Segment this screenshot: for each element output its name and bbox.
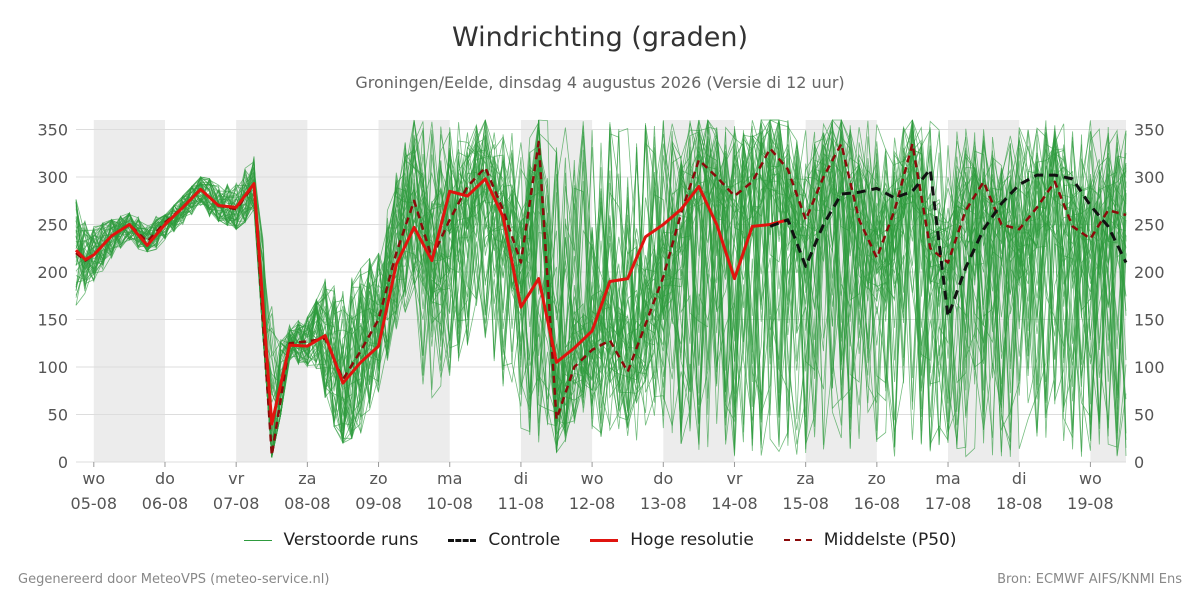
ensemble-member-48 bbox=[75, 121, 1127, 453]
x-tick-day-4: zo bbox=[369, 469, 387, 488]
median-line bbox=[75, 140, 1127, 457]
y-tick-right-300: 300 bbox=[1134, 168, 1165, 187]
x-tick-day-10: za bbox=[797, 469, 815, 488]
chart-title: Windrichting (graden) bbox=[451, 22, 749, 53]
x-tick-date-1: 06-08 bbox=[142, 494, 189, 513]
y-tick-right-200: 200 bbox=[1134, 263, 1165, 282]
x-tick-date-9: 14-08 bbox=[711, 494, 758, 513]
y-tick-left-100: 100 bbox=[37, 358, 68, 377]
ensemble-member-49 bbox=[75, 126, 1127, 450]
y-tick-left-300: 300 bbox=[37, 168, 68, 187]
x-tick-day-14: wo bbox=[1079, 469, 1102, 488]
legend-highres-swatch bbox=[590, 538, 619, 542]
y-tick-left-200: 200 bbox=[37, 263, 68, 282]
legend-median-swatch bbox=[783, 539, 812, 541]
x-tick-day-3: za bbox=[298, 469, 316, 488]
ensemble-member-32 bbox=[75, 119, 1127, 452]
y-tick-right-0: 0 bbox=[1134, 453, 1144, 472]
x-tick-date-5: 10-08 bbox=[426, 494, 473, 513]
y-tick-left-0: 0 bbox=[58, 453, 68, 472]
x-tick-date-6: 11-08 bbox=[498, 494, 545, 513]
x-tick-day-1: do bbox=[155, 469, 175, 488]
legend-ensemble[interactable]: Verstoorde runs bbox=[243, 530, 419, 550]
x-tick-day-8: do bbox=[653, 469, 673, 488]
x-tick-date-12: 17-08 bbox=[925, 494, 972, 513]
y-axis-left: 0 50 100 150 200 250 300 350 bbox=[37, 121, 68, 473]
y-tick-left-50: 50 bbox=[48, 406, 68, 425]
y-tick-right-50: 50 bbox=[1134, 406, 1154, 425]
ensemble-member-40 bbox=[75, 136, 1127, 458]
x-tick-date-2: 07-08 bbox=[213, 494, 260, 513]
night-band-0 bbox=[93, 120, 165, 462]
x-tick-date-14: 19-08 bbox=[1067, 494, 1114, 513]
x-tick-day-13: di bbox=[1012, 469, 1027, 488]
y-tick-left-250: 250 bbox=[37, 216, 68, 235]
x-tick-date-3: 08-08 bbox=[284, 494, 331, 513]
x-tick-day-2: vr bbox=[228, 469, 244, 488]
ensemble-member-46 bbox=[75, 125, 1127, 453]
legend: Verstoorde runs Controle Hoge resolutie … bbox=[0, 530, 1200, 550]
legend-ensemble-swatch bbox=[243, 539, 272, 541]
y-tick-right-100: 100 bbox=[1134, 358, 1165, 377]
x-tick-day-11: zo bbox=[868, 469, 886, 488]
x-tick-day-0: wo bbox=[82, 469, 105, 488]
footer-generator: Gegenereerd door MeteoVPS (meteo-service… bbox=[18, 572, 330, 587]
main-series bbox=[74, 140, 1128, 457]
x-tick-date-11: 16-08 bbox=[854, 494, 901, 513]
legend-control-swatch bbox=[448, 538, 477, 542]
highres-line bbox=[74, 177, 789, 426]
x-tick-day-5: ma bbox=[437, 469, 462, 488]
x-tick-date-10: 15-08 bbox=[782, 494, 829, 513]
y-tick-left-350: 350 bbox=[37, 121, 68, 140]
y-axis-right: 0 50 100 150 200 250 300 350 bbox=[1134, 121, 1165, 473]
x-axis: wo 05-08 do 06-08 vr 07-08 za 08-08 zo 09-08 ma 10-… bbox=[71, 462, 1114, 513]
legend-median[interactable]: Middelste (P50) bbox=[783, 530, 957, 550]
x-tick-date-7: 12-08 bbox=[569, 494, 616, 513]
y-tick-left-150: 150 bbox=[37, 311, 68, 330]
legend-control-label: Controle bbox=[488, 530, 561, 550]
ensemble-lines bbox=[75, 118, 1127, 458]
y-tick-right-250: 250 bbox=[1134, 216, 1165, 235]
x-tick-day-12: ma bbox=[935, 469, 960, 488]
ensemble-member-21 bbox=[75, 119, 1127, 458]
legend-control[interactable]: Controle bbox=[448, 530, 560, 550]
y-tick-right-150: 150 bbox=[1134, 311, 1165, 330]
legend-highres[interactable]: Hoge resolutie bbox=[590, 530, 754, 550]
legend-highres-label: Hoge resolutie bbox=[630, 530, 754, 550]
x-tick-day-9: vr bbox=[726, 469, 742, 488]
control-line bbox=[769, 167, 1128, 319]
footer-source: Bron: ECMWF AIFS/KNMI Ens bbox=[997, 572, 1182, 587]
x-tick-date-4: 09-08 bbox=[355, 494, 402, 513]
x-tick-day-6: di bbox=[514, 469, 529, 488]
legend-median-label: Middelste (P50) bbox=[823, 530, 957, 550]
x-tick-date-13: 18-08 bbox=[996, 494, 1043, 513]
x-tick-day-7: wo bbox=[581, 469, 604, 488]
x-tick-date-0: 05-08 bbox=[71, 494, 118, 513]
chart-subtitle: Groningen/Eelde, dinsdag 4 augustus 2026… bbox=[355, 73, 845, 92]
y-tick-right-350: 350 bbox=[1134, 121, 1165, 140]
legend-ensemble-label: Verstoorde runs bbox=[283, 530, 419, 550]
x-tick-date-8: 13-08 bbox=[640, 494, 687, 513]
